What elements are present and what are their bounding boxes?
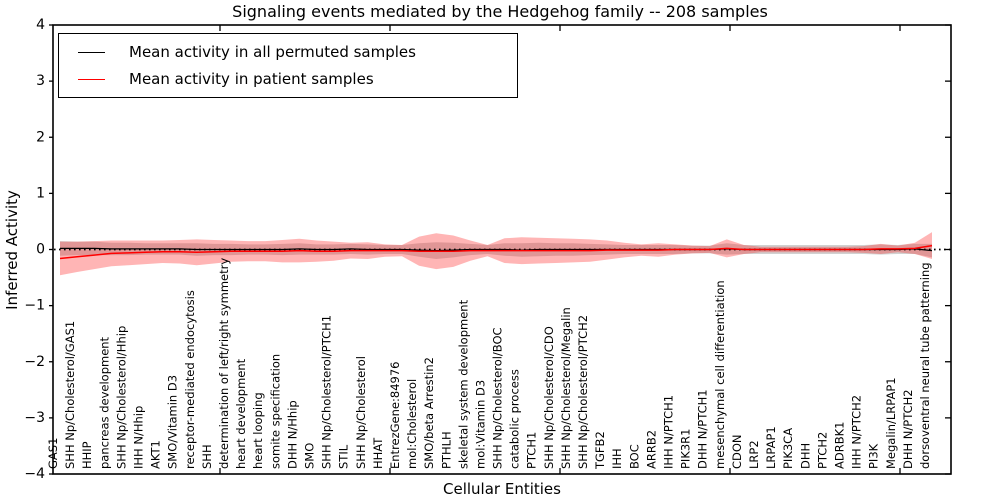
- x-tick-label: STIL: [337, 444, 351, 469]
- legend-label-permuted: Mean activity in all permuted samples: [129, 43, 416, 61]
- x-tick-label: SHH Np/Cholesterol/PTCH2: [576, 315, 590, 469]
- x-tick-label: somite specification: [268, 354, 282, 469]
- x-tick-label: heart development: [234, 358, 248, 469]
- x-axis-label: Cellular Entities: [443, 480, 561, 498]
- x-tick-label: HHIP: [80, 441, 94, 469]
- x-tick-label: SHH Np/Cholesterol/CDO: [542, 326, 556, 469]
- x-tick-label: SHH Np/Cholesterol/Hhip: [114, 326, 128, 469]
- x-tick-label: mol:Cholesterol: [405, 379, 419, 469]
- x-tick-label: SHH Np/Cholesterol/PTCH1: [320, 315, 334, 469]
- x-tick-label: EntrezGene:84976: [388, 362, 402, 469]
- x-tick-label: pancreas development: [97, 336, 111, 469]
- x-tick-label: IHH: [610, 448, 624, 469]
- x-tick-label: determination of left/right symmetry: [217, 258, 231, 469]
- x-tick-label: SHH Np/Cholesterol: [354, 356, 368, 469]
- legend-item-patient: Mean activity in patient samples: [59, 70, 517, 88]
- x-tick-label: heart looping: [251, 392, 265, 469]
- x-tick-label: dorsoventral neural tube patterning: [918, 262, 932, 469]
- x-tick-label: SHH Np/Cholesterol/Megalin: [559, 307, 573, 469]
- x-tick-label: SMO/Vitamin D3: [166, 375, 180, 469]
- x-tick-label: IHH N/PTCH1: [662, 395, 676, 469]
- x-tick-label: HHAT: [371, 437, 385, 469]
- legend-item-permuted: Mean activity in all permuted samples: [59, 43, 517, 61]
- x-tick-label: mol:Vitamin D3: [474, 380, 488, 469]
- x-tick-label: ARRB2: [644, 430, 658, 469]
- x-tick-label: SHH: [200, 444, 214, 469]
- legend-label-patient: Mean activity in patient samples: [129, 70, 374, 88]
- x-tick-label: PI3K: [867, 443, 881, 469]
- x-tick-label: DHH: [798, 443, 812, 469]
- x-tick-label: AKT1: [149, 440, 163, 469]
- legend: Mean activity in all permuted samples Me…: [58, 33, 518, 98]
- x-tick-label: IHH N/PTCH2: [850, 395, 864, 469]
- x-tick-label: ADRBK1: [833, 422, 847, 469]
- x-tick-label: LRPAP1: [764, 426, 778, 469]
- chart-title: Signaling events mediated by the Hedgeho…: [232, 2, 768, 21]
- patient-mean-line: [59, 244, 933, 260]
- x-tick-label: CDON: [730, 434, 744, 469]
- x-tick-label: GAS1: [46, 438, 60, 469]
- x-tick-label: SHH Np/Cholesterol/GAS1: [63, 321, 77, 469]
- x-tick-label: DHH N/Hhip: [285, 400, 299, 469]
- permuted-line-swatch: [78, 51, 105, 53]
- x-tick-label: SMO/beta Arrestin2: [422, 357, 436, 469]
- x-tick-label: PTHLH: [439, 431, 453, 469]
- y-tick-label: −3: [24, 410, 45, 426]
- x-tick-label: IHH N/Hhip: [132, 406, 146, 469]
- x-tick-label: BOC: [627, 444, 641, 469]
- x-tick-label: Megalin/LRPAP1: [884, 377, 898, 469]
- x-tick-label: DHH N/PTCH1: [696, 389, 710, 469]
- y-tick-label: −1: [24, 298, 45, 314]
- y-tick-label: 0: [36, 242, 45, 258]
- x-tick-label: receptor-mediated endocytosis: [183, 290, 197, 469]
- y-tick-label: 1: [36, 185, 45, 201]
- y-tick-label: −4: [24, 466, 45, 482]
- y-axis-label: Inferred Activity: [3, 190, 21, 310]
- x-tick-label: SHH Np/Cholesterol/BOC: [491, 327, 505, 469]
- patient-line-swatch: [78, 78, 105, 80]
- x-tick-label: PIK3CA: [781, 428, 795, 469]
- patient-std-band: [60, 232, 932, 276]
- y-tick-label: 2: [36, 129, 45, 145]
- x-tick-label: PTCH1: [525, 432, 539, 469]
- x-tick-label: skeletal system development: [456, 299, 470, 469]
- x-tick-label: catabolic process: [508, 369, 522, 469]
- y-tick-label: 3: [36, 73, 45, 89]
- x-tick-label: mesenchymal cell differentiation: [713, 280, 727, 469]
- y-tick-label: 4: [36, 17, 45, 33]
- x-tick-label: DHH N/PTCH2: [901, 389, 915, 469]
- x-tick-label: LRP2: [747, 440, 761, 469]
- y-tick-label: −2: [24, 354, 45, 370]
- x-tick-label: PIK3R1: [679, 429, 693, 470]
- x-tick-label: PTCH2: [815, 432, 829, 469]
- x-tick-label: TGFB2: [593, 431, 607, 470]
- x-tick-label: SMO: [303, 443, 317, 469]
